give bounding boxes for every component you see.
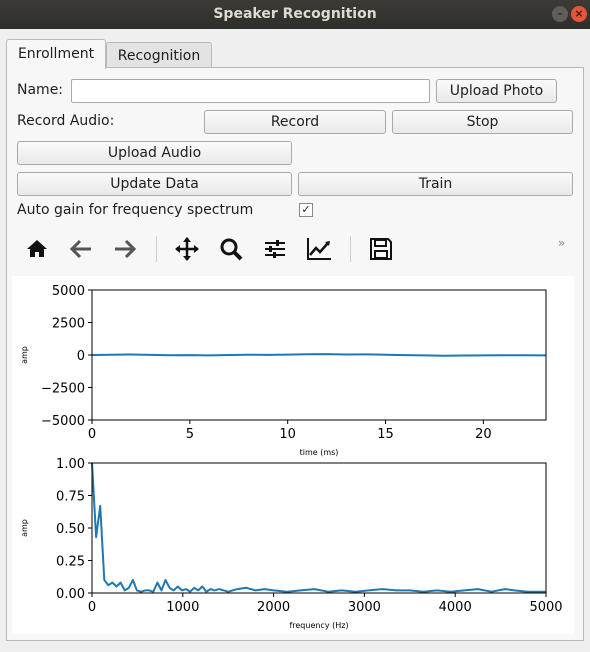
plot-canvas[interactable] [12,276,574,634]
tab-recognition[interactable]: Recognition [106,42,212,68]
record-button[interactable]: Record [204,110,386,134]
forward-arrow-icon[interactable] [110,234,140,264]
title-bar: Speaker Recognition – × [0,0,590,29]
configure-subplots-icon[interactable] [260,234,290,264]
edit-axes-icon[interactable] [304,234,334,264]
window-title: Speaker Recognition [0,6,590,22]
record-audio-label: Record Audio: [17,113,114,129]
minimize-icon[interactable]: – [552,6,568,22]
toolbar-separator [350,236,351,262]
tab-enrollment[interactable]: Enrollment [6,39,106,69]
name-input[interactable] [71,79,430,103]
auto-gain-checkbox[interactable]: ✓ [299,203,313,217]
home-icon[interactable] [22,234,52,264]
tab-label: Enrollment [18,46,94,62]
update-data-button[interactable]: Update Data [17,172,292,196]
train-button[interactable]: Train [298,172,573,196]
toolbar-overflow-icon[interactable]: » [558,236,565,250]
close-icon[interactable]: × [571,6,587,22]
auto-gain-label: Auto gain for frequency spectrum [17,202,253,218]
tab-label: Recognition [118,48,200,64]
toolbar-separator [156,236,157,262]
zoom-icon[interactable] [216,234,246,264]
upload-audio-button[interactable]: Upload Audio [17,141,292,165]
stop-button[interactable]: Stop [392,110,573,134]
back-arrow-icon[interactable] [66,234,96,264]
upload-photo-button[interactable]: Upload Photo [436,79,557,103]
save-icon[interactable] [366,234,396,264]
name-label: Name: [17,82,63,98]
pan-icon[interactable] [172,234,202,264]
